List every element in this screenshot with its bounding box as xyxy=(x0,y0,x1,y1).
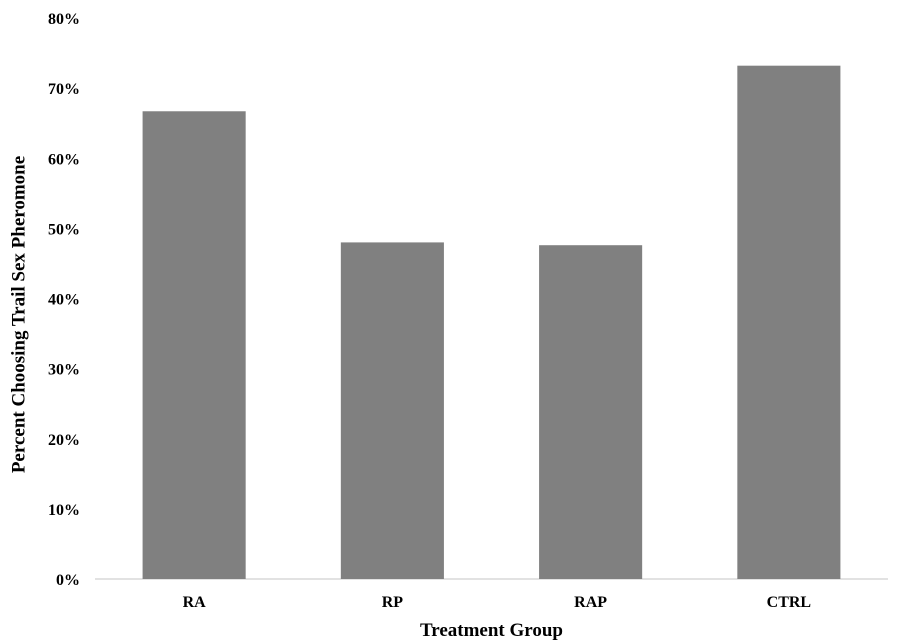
y-axis-tick-labels: 0% 10% 20% 30% 40% 50% 60% 70% 80% xyxy=(48,11,80,589)
y-tick-label: 40% xyxy=(48,292,80,309)
y-axis-title: Percent Choosing Trail Sex Pheromone xyxy=(8,156,29,473)
y-tick-label: 70% xyxy=(48,81,80,98)
y-tick-label: 0% xyxy=(56,572,80,589)
y-tick-label: 10% xyxy=(48,502,80,519)
x-tick-label-ra: RA xyxy=(183,594,207,611)
x-axis-tick-labels: RA RP RAP CTRL xyxy=(183,594,812,611)
bar-rp xyxy=(340,242,444,579)
x-tick-label-ctrl: CTRL xyxy=(767,594,811,611)
bar-ra xyxy=(142,111,246,580)
y-tick-label: 30% xyxy=(48,362,80,379)
y-tick-label: 50% xyxy=(48,221,80,238)
bar-ctrl xyxy=(737,65,841,579)
bars xyxy=(142,65,841,580)
x-tick-label-rp: RP xyxy=(382,594,404,611)
y-tick-label: 80% xyxy=(48,11,80,28)
x-axis-title: Treatment Group xyxy=(420,620,563,641)
bar-rap xyxy=(539,245,643,579)
x-tick-label-rap: RAP xyxy=(574,594,607,611)
y-tick-label: 60% xyxy=(48,151,80,168)
y-tick-label: 20% xyxy=(48,432,80,449)
